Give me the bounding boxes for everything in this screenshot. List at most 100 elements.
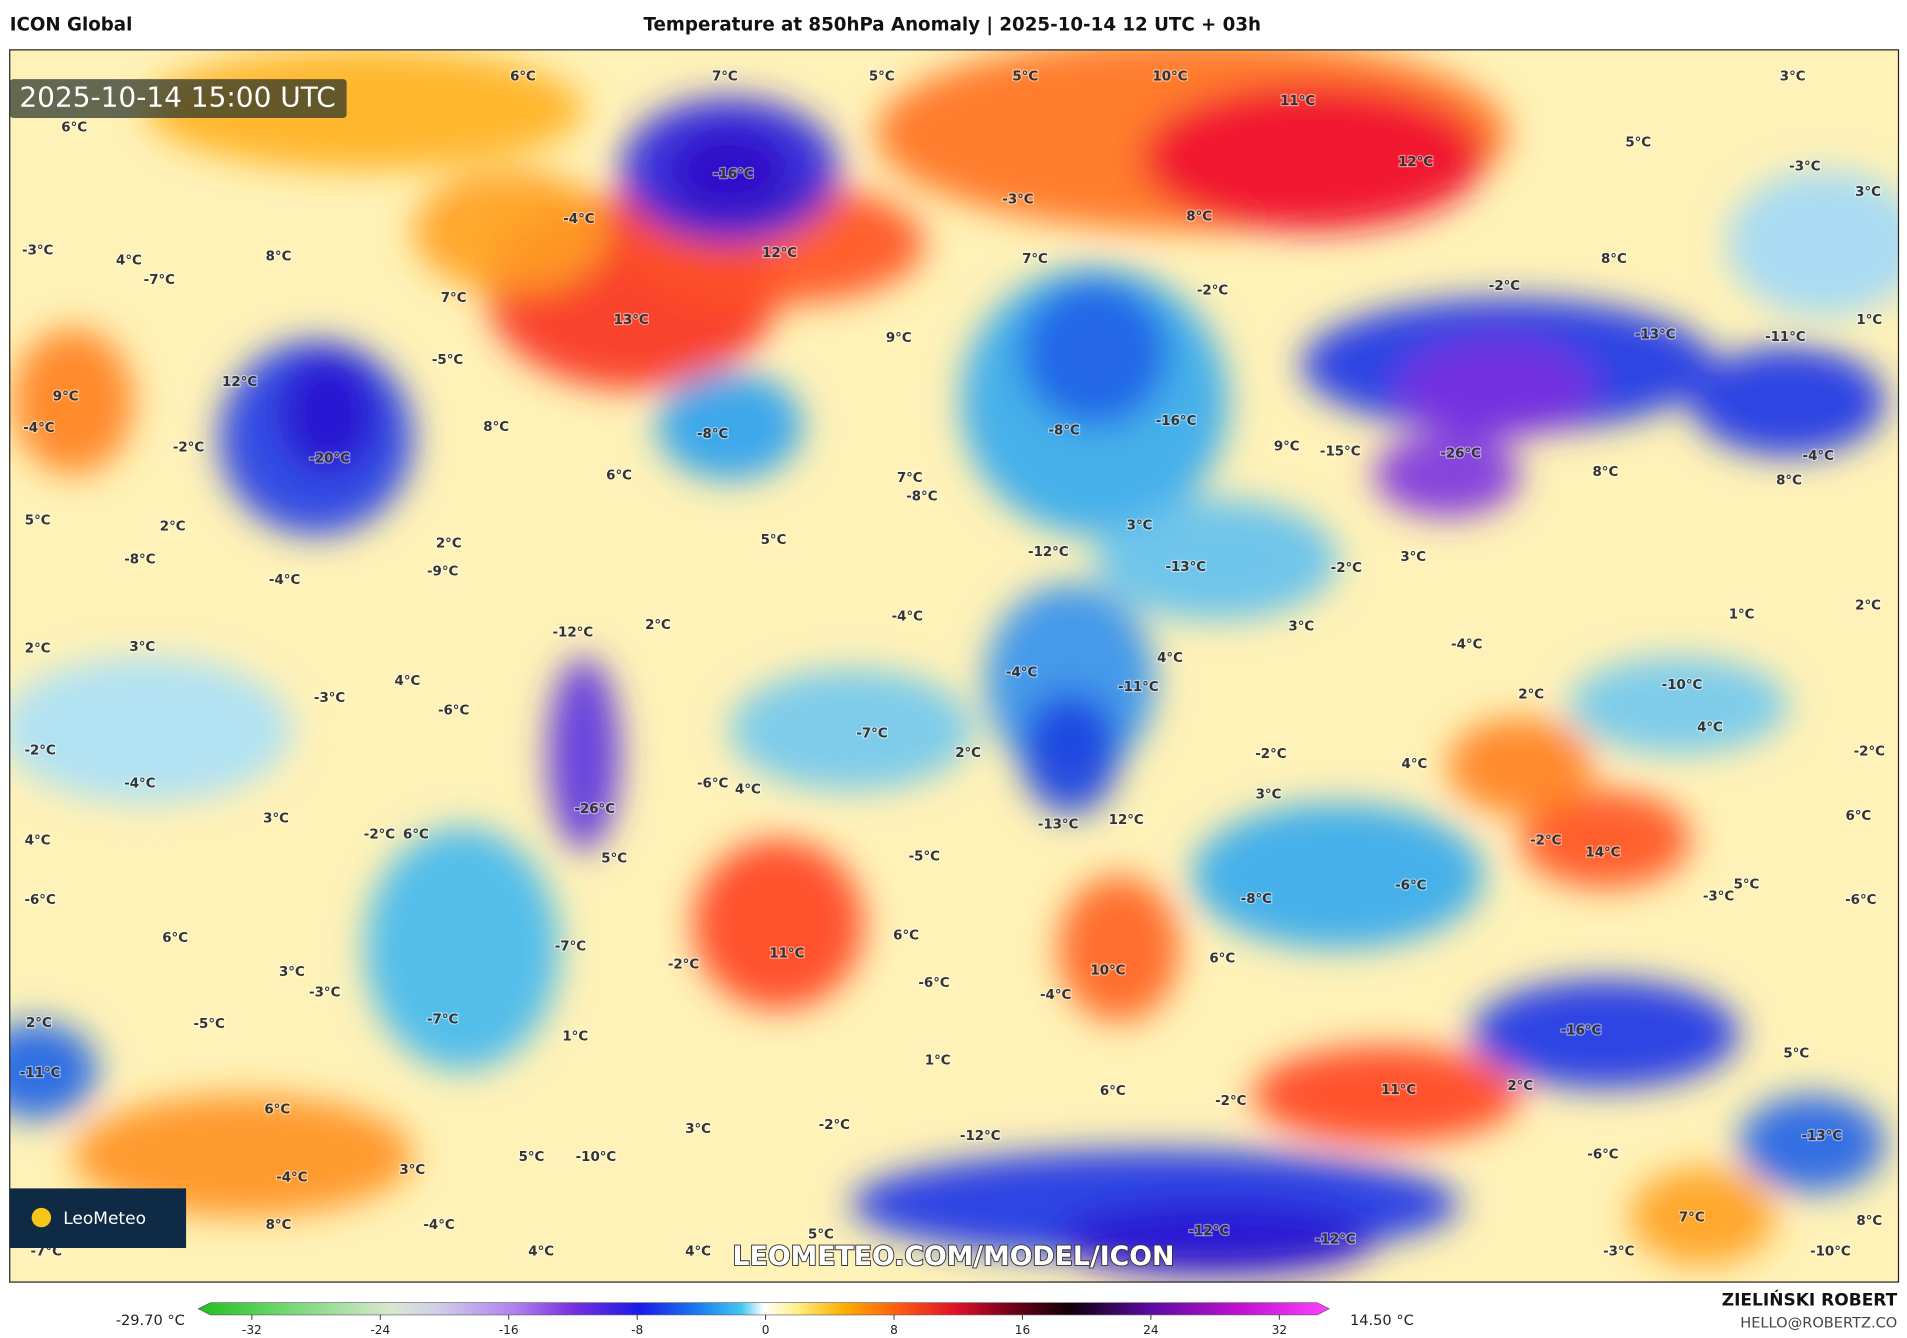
colorbar-tick-label: -8: [631, 1323, 643, 1337]
temperature-label: 3°C: [1780, 70, 1806, 85]
temperature-label: -11°C: [20, 1066, 61, 1081]
temperature-label: -13°C: [1635, 327, 1676, 342]
anomaly-blob: [1058, 875, 1180, 1022]
temperature-label: -6°C: [438, 703, 469, 718]
temperature-label: 1°C: [925, 1054, 951, 1069]
watermark: LEOMETEO.COM/MODEL/ICON: [733, 1241, 1175, 1272]
temperature-label: 5°C: [1783, 1046, 1809, 1061]
temperature-label: 9°C: [1274, 439, 1300, 454]
temperature-label: -5°C: [194, 1017, 225, 1032]
temperature-label: 9°C: [53, 390, 79, 405]
temperature-label: 5°C: [1012, 70, 1038, 85]
temperature-label: 4°C: [25, 834, 51, 849]
temperature-label: -3°C: [1002, 192, 1033, 207]
anomaly-blob: [1447, 717, 1594, 815]
temperature-label: 8°C: [266, 1218, 292, 1233]
temperature-label: -13°C: [1038, 818, 1079, 833]
anomaly-blob: [9, 656, 292, 803]
temperature-label: 2°C: [955, 746, 981, 761]
temperature-label: 6°C: [1100, 1084, 1126, 1099]
temperature-label: 7°C: [1022, 252, 1048, 267]
temperature-label: 6°C: [1209, 951, 1235, 966]
anomaly-blob: [1252, 1046, 1521, 1144]
temperature-label: 1°C: [1729, 607, 1755, 622]
temperature-label: -6°C: [24, 893, 55, 908]
temperature-label: 3°C: [399, 1163, 425, 1178]
colorbar: [197, 1302, 1330, 1316]
temperature-label: 5°C: [519, 1150, 545, 1165]
temperature-label: -4°C: [563, 212, 594, 227]
colorbar-tick-label: 0: [762, 1323, 770, 1337]
model-name: ICON Global: [10, 15, 133, 36]
temperature-label: -2°C: [1215, 1094, 1246, 1109]
temperature-label: -10°C: [1810, 1245, 1851, 1260]
temperature-label: -3°C: [1603, 1245, 1634, 1260]
temperature-label: 3°C: [1127, 518, 1153, 533]
temperature-label: -2°C: [1331, 561, 1362, 576]
legend-max: 14.50 °C: [1350, 1312, 1414, 1329]
anomaly-blob: [729, 669, 973, 791]
temperature-label: -10°C: [576, 1150, 617, 1165]
temperature-label: -8°C: [1049, 424, 1080, 439]
anomaly-blob: [1021, 279, 1168, 426]
temperature-label: 12°C: [1398, 155, 1433, 170]
anomaly-blob: [364, 827, 560, 1071]
temperature-label: 2°C: [1855, 599, 1881, 614]
temperature-label: -11°C: [1118, 680, 1159, 695]
temperature-label: 8°C: [1592, 465, 1618, 480]
temperature-label: -6°C: [697, 776, 728, 791]
temperature-label: -12°C: [1028, 545, 1069, 560]
temperature-label: 4°C: [685, 1245, 711, 1260]
map-title: Temperature at 850hPa Anomaly | 2025-10-…: [644, 15, 1261, 36]
temperature-label: 6°C: [61, 121, 87, 136]
temperature-label: 5°C: [25, 514, 51, 529]
temperature-label: 2°C: [1507, 1079, 1533, 1094]
temperature-label: 5°C: [1625, 135, 1651, 150]
temperature-label: -8°C: [906, 489, 937, 504]
temperature-label: 7°C: [441, 291, 467, 306]
temperature-label: 3°C: [279, 965, 305, 980]
temperature-label: -3°C: [1703, 889, 1734, 904]
anomaly-blob: [547, 656, 621, 852]
anomaly-blob: [668, 127, 791, 213]
temperature-label: -20°C: [309, 452, 350, 467]
temperature-label: 10°C: [1090, 964, 1125, 979]
colorbar-tick-label: -16: [499, 1323, 519, 1337]
temperature-label: 9°C: [886, 331, 912, 346]
temperature-label: -5°C: [909, 849, 940, 864]
anomaly-blob: [1398, 340, 1594, 438]
temperature-label: 12°C: [762, 246, 797, 261]
temperature-label: 3°C: [1855, 185, 1881, 200]
anomaly-blob: [1629, 1167, 1776, 1266]
anomaly-blob: [1374, 431, 1521, 517]
temperature-label: 7°C: [712, 70, 738, 85]
email: HELLO@ROBERTZ.CO: [1740, 1314, 1897, 1331]
temperature-label: 3°C: [263, 812, 289, 827]
temperature-label: 10°C: [1152, 70, 1187, 85]
map-frame: [9, 49, 1900, 1283]
temperature-label: -15°C: [1320, 444, 1361, 459]
temperature-label: 1°C: [1856, 313, 1882, 328]
colorbar-tick-label: 32: [1272, 1323, 1287, 1337]
temperature-label: -4°C: [1040, 988, 1071, 1003]
temperature-label: 11°C: [769, 947, 804, 962]
temperature-label: -2°C: [1489, 279, 1520, 294]
temperature-label: -12°C: [960, 1129, 1001, 1144]
anomaly-blob: [72, 1094, 414, 1217]
temperature-label: -5°C: [432, 353, 463, 368]
temperature-label: 12°C: [222, 375, 257, 390]
temperature-label: -4°C: [1803, 449, 1834, 464]
temperature-label: -16°C: [1156, 414, 1197, 429]
temperature-label: -16°C: [1561, 1023, 1602, 1038]
temperature-label: 4°C: [528, 1245, 554, 1260]
temperature-label: -6°C: [918, 976, 949, 991]
temperature-label: -7°C: [144, 273, 175, 288]
colorbar-tick-label: 16: [1015, 1323, 1030, 1337]
temperature-label: 12°C: [1109, 813, 1144, 828]
temperature-label: -4°C: [276, 1170, 307, 1185]
temperature-label: 2°C: [160, 520, 186, 535]
temperature-label: -8°C: [124, 553, 155, 568]
logo-text: LeoMeteo: [63, 1209, 146, 1229]
temperature-label: 3°C: [685, 1122, 711, 1137]
